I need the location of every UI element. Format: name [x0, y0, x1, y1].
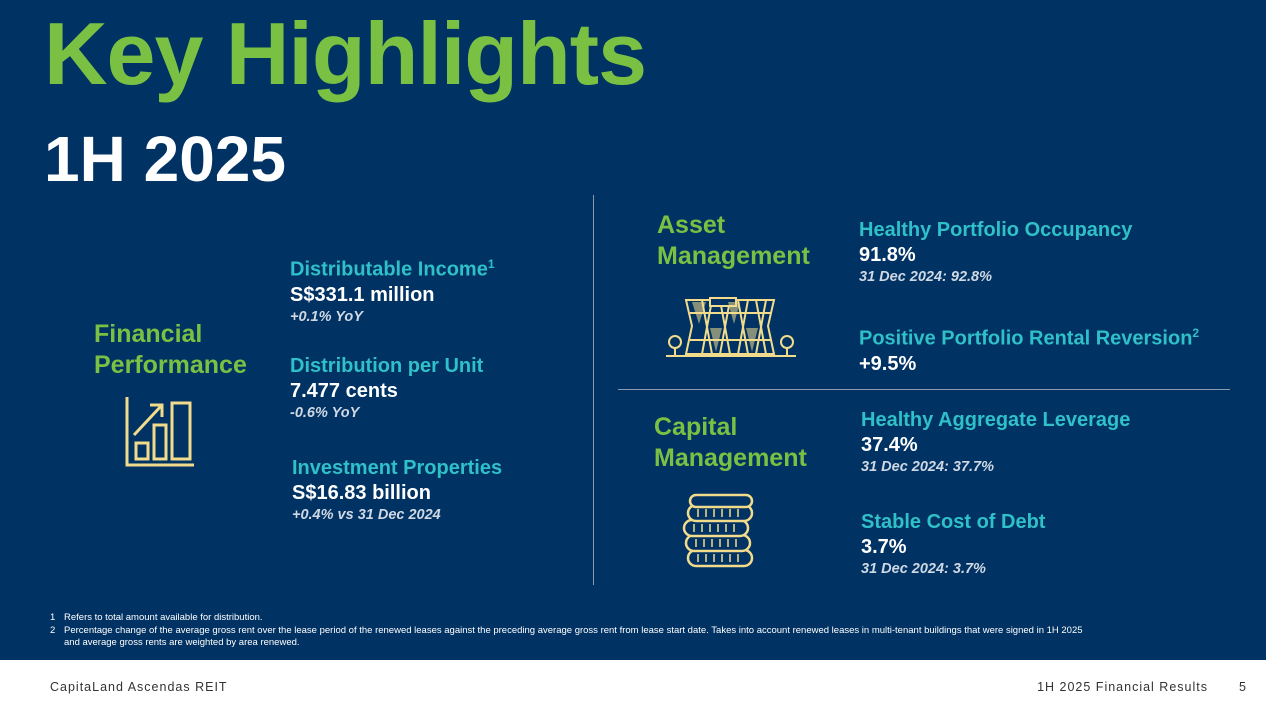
- metric-label: Distribution per Unit: [290, 355, 484, 377]
- metric-note: 31 Dec 2024: 3.7%: [861, 561, 986, 577]
- metric-value: 91.8%: [859, 244, 916, 266]
- page-number: 5: [1239, 680, 1246, 694]
- metric-rental-reversion: Positive Portfolio Rental Reversion2 +9.…: [859, 321, 1199, 377]
- metric-label: Distributable Income1: [290, 252, 495, 282]
- metric-label: Healthy Portfolio Occupancy: [859, 219, 1133, 241]
- vertical-divider: [593, 195, 594, 585]
- metric-note: 31 Dec 2024: 37.7%: [861, 459, 995, 475]
- slide: Key Highlights 1H 2025 Financial Perform…: [0, 0, 1266, 660]
- footnote-text: Refers to total amount available for dis…: [64, 612, 263, 623]
- horizontal-divider: [618, 389, 1230, 390]
- coin-stack-icon: [682, 493, 754, 568]
- bar-chart-growth-icon: [125, 397, 194, 467]
- metric-note: 31 Dec 2024: 92.8%: [859, 269, 993, 285]
- label-text: Positive Portfolio Rental Reversion: [859, 327, 1193, 350]
- asset-management-heading: Asset Management: [657, 210, 810, 272]
- financial-performance-heading: Financial Performance: [94, 319, 247, 381]
- heading-line: Asset: [657, 211, 726, 239]
- footer-brand: CapitaLand Ascendas REIT: [50, 680, 228, 694]
- building-with-trees-icon: [666, 297, 796, 357]
- footnote-text-continued: and average gross rents are weighted by …: [64, 637, 300, 648]
- heading-line: Management: [657, 242, 810, 270]
- metric-label: Investment Properties: [292, 457, 503, 479]
- page-subtitle: 1H 2025: [44, 123, 286, 195]
- metric-value: S$16.83 billion: [292, 482, 431, 504]
- footnote-number: 2: [50, 625, 56, 636]
- heading-line: Capital: [654, 413, 738, 441]
- metric-investment-properties: Investment Properties S$16.83 billion +0…: [292, 456, 502, 524]
- metric-cost-of-debt: Stable Cost of Debt 3.7% 31 Dec 2024: 3.…: [861, 510, 1045, 578]
- metric-value: 37.4%: [861, 434, 918, 456]
- metric-value: 3.7%: [861, 536, 907, 558]
- metric-note: +0.4% vs 31 Dec 2024: [292, 507, 441, 523]
- page-title: Key Highlights: [44, 4, 647, 103]
- footnote: 1 Refers to total amount available for di…: [50, 612, 263, 624]
- metric-value: +9.5%: [859, 352, 917, 375]
- metric-distributable-income: Distributable Income1 S$331.1 million +0…: [290, 252, 495, 326]
- heading-line: Management: [654, 444, 807, 472]
- metric-portfolio-occupancy: Healthy Portfolio Occupancy 91.8% 31 Dec…: [859, 218, 1132, 286]
- metric-note: +0.1% YoY: [290, 308, 363, 325]
- footer-deck-title: 1H 2025 Financial Results: [1037, 680, 1208, 694]
- metric-value: 7.477 cents: [290, 380, 398, 402]
- metric-note: -0.6% YoY: [290, 405, 360, 421]
- heading-line: Performance: [94, 351, 247, 379]
- footnote-text: Percentage change of the average gross r…: [64, 625, 1083, 636]
- metric-aggregate-leverage: Healthy Aggregate Leverage 37.4% 31 Dec …: [861, 408, 1130, 476]
- metric-label: Stable Cost of Debt: [861, 511, 1046, 533]
- label-text: Distributable Income: [290, 258, 488, 281]
- metric-label: Positive Portfolio Rental Reversion2: [859, 321, 1199, 351]
- footnote-ref: 2: [1192, 326, 1200, 340]
- footer-bar: CapitaLand Ascendas REIT 1H 2025 Financi…: [0, 660, 1266, 713]
- heading-line: Financial: [94, 320, 203, 348]
- footnote: 2 Percentage change of the average gross …: [50, 625, 1230, 649]
- metric-distribution-per-unit: Distribution per Unit 7.477 cents -0.6% …: [290, 354, 483, 422]
- metric-label: Healthy Aggregate Leverage: [861, 409, 1131, 431]
- footnote-ref: 1: [487, 257, 495, 271]
- footnote-number: 1: [50, 612, 56, 623]
- metric-value: S$331.1 million: [290, 283, 435, 306]
- capital-management-heading: Capital Management: [654, 412, 807, 474]
